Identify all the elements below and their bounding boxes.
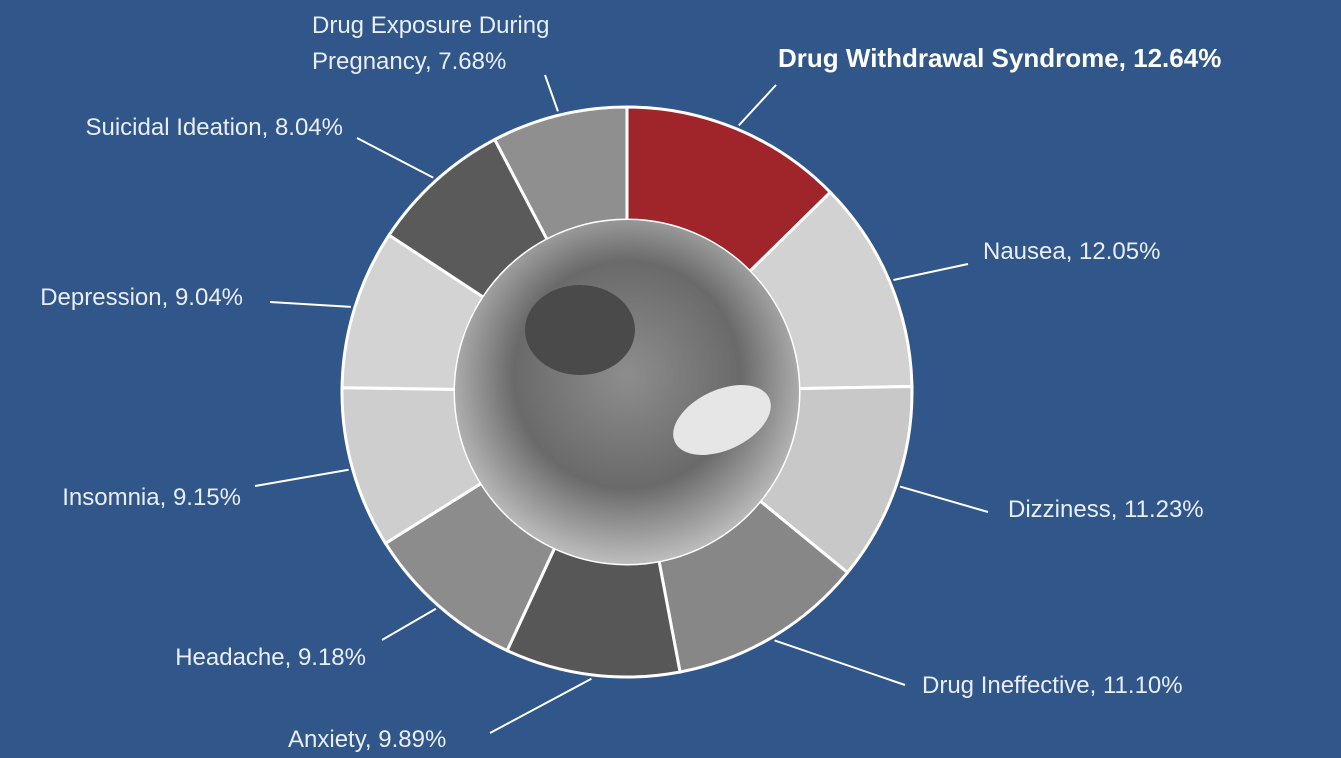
hand (525, 285, 635, 375)
leader-line (775, 640, 905, 685)
leader-line (490, 679, 591, 733)
data-label: Insomnia, 9.15% (62, 480, 241, 516)
data-label: Drug Withdrawal Syndrome, 12.64% (778, 40, 1221, 76)
data-label: Drug Exposure During Pregnancy, 7.68% (312, 8, 602, 80)
leader-line (900, 487, 988, 512)
data-label: Dizziness, 11.23% (1008, 492, 1204, 528)
leader-line (270, 302, 351, 307)
page: (() => { const data = JSON.parse(documen… (0, 0, 1341, 754)
leader-line (255, 470, 349, 486)
leader-line (739, 85, 776, 125)
data-label: Nausea, 12.05% (983, 234, 1160, 270)
data-label: Depression, 9.04% (40, 280, 243, 316)
data-label: Anxiety, 9.89% (288, 722, 446, 758)
data-label: Drug Ineffective, 11.10% (922, 668, 1183, 704)
leader-line (893, 264, 968, 280)
data-label: Suicidal Ideation, 8.04% (85, 110, 343, 146)
data-label: Headache, 9.18% (175, 640, 366, 676)
leader-line (545, 75, 558, 111)
leader-line (357, 138, 433, 178)
leader-line (382, 609, 436, 640)
